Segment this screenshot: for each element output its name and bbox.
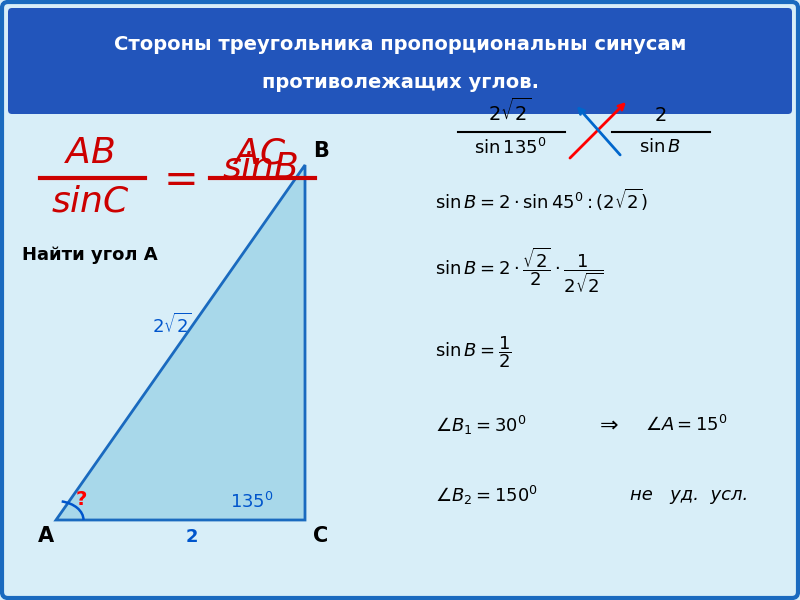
Text: $\mathit{sinC}$: $\mathit{sinC}$ [50, 185, 130, 219]
Text: ?: ? [76, 490, 87, 509]
Text: $\Rightarrow$: $\Rightarrow$ [595, 415, 619, 435]
Text: $\angle B_2 = 150^0$: $\angle B_2 = 150^0$ [435, 484, 538, 506]
Text: Найти угол А: Найти угол А [22, 246, 158, 264]
Text: $2$: $2$ [654, 106, 666, 125]
Polygon shape [56, 165, 305, 520]
Text: $\sin 135^0$: $\sin 135^0$ [474, 138, 546, 158]
Text: A: A [38, 526, 54, 546]
Text: противолежащих углов.: противолежащих углов. [262, 73, 538, 91]
Text: $2\sqrt{2}$: $2\sqrt{2}$ [489, 98, 531, 125]
Text: не   уд.  усл.: не уд. усл. [630, 486, 748, 504]
Text: $\mathit{AB}$: $\mathit{AB}$ [64, 136, 116, 170]
Text: $135^0$: $135^0$ [230, 492, 274, 512]
Text: C: C [313, 526, 328, 546]
Text: $\sin B$: $\sin B$ [639, 138, 681, 156]
Text: $=$: $=$ [154, 157, 195, 199]
Text: $\angle A = 15^0$: $\angle A = 15^0$ [645, 415, 728, 435]
Text: $\sin B = 2 \cdot \sin 45^0 : (2\sqrt{2})$: $\sin B = 2 \cdot \sin 45^0 : (2\sqrt{2}… [435, 187, 648, 213]
Text: $\angle B_1 = 30^0$: $\angle B_1 = 30^0$ [435, 413, 526, 437]
Text: $\sin B = \dfrac{1}{2}$: $\sin B = \dfrac{1}{2}$ [435, 334, 512, 370]
Text: 2: 2 [186, 528, 198, 546]
FancyBboxPatch shape [8, 8, 792, 114]
Text: $\mathit{sinB}$: $\mathit{sinB}$ [222, 151, 298, 185]
Text: $\sin B = 2 \cdot \dfrac{\sqrt{2}}{2} \cdot \dfrac{1}{2\sqrt{2}}$: $\sin B = 2 \cdot \dfrac{\sqrt{2}}{2} \c… [435, 245, 603, 295]
Text: $\mathit{AC}$: $\mathit{AC}$ [233, 136, 287, 170]
Text: Стороны треугольника пропорциональны синусам: Стороны треугольника пропорциональны син… [114, 35, 686, 55]
Text: $2\sqrt{2}$: $2\sqrt{2}$ [153, 313, 192, 337]
Text: B: B [313, 141, 329, 161]
